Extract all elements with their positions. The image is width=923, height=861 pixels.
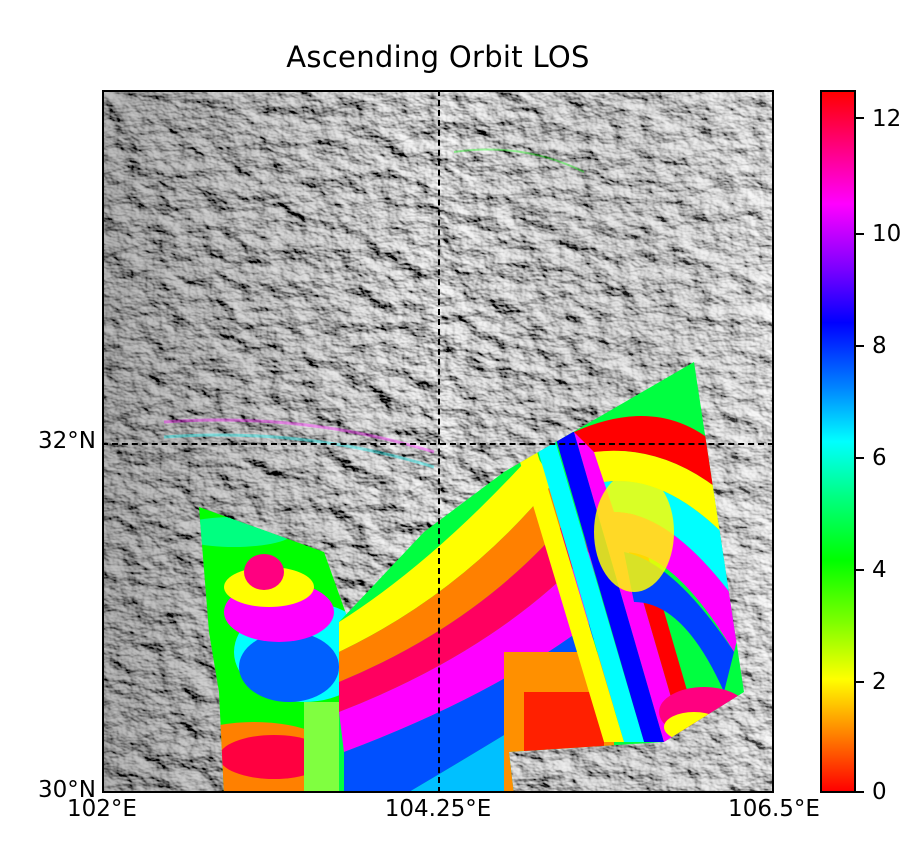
colorbar-label: 2 — [872, 669, 887, 695]
colorbar-tick — [856, 681, 864, 683]
map-title: Ascending Orbit LOS — [286, 40, 590, 74]
meridian-gridline — [438, 90, 440, 793]
colorbar-tick — [856, 345, 864, 347]
colorbar-tick — [856, 457, 864, 459]
lat-tick-label: 30°N — [38, 777, 96, 803]
colorbar-label: 10 — [872, 221, 902, 247]
colorbar-tick — [856, 233, 864, 235]
parallel-gridline — [102, 443, 774, 445]
colorbar-label: 4 — [872, 557, 887, 583]
lon-tick-label: 102°E — [67, 796, 137, 822]
lon-tick-label: 104.25°E — [384, 796, 492, 822]
colorbar-tick — [856, 791, 864, 793]
lat-tick-label: 32°N — [38, 428, 96, 454]
colorbar-label: 8 — [872, 333, 887, 359]
colorbar-label: 6 — [872, 445, 887, 471]
decorrelated-fringes — [163, 148, 585, 469]
lon-tick-label: 106.5°E — [728, 796, 820, 822]
colorbar — [820, 90, 856, 793]
colorbar-tick — [856, 569, 864, 571]
colorbar-label: 0 — [872, 779, 887, 805]
colorbar-tick — [856, 117, 864, 119]
colorbar-label: 12 — [872, 106, 902, 132]
